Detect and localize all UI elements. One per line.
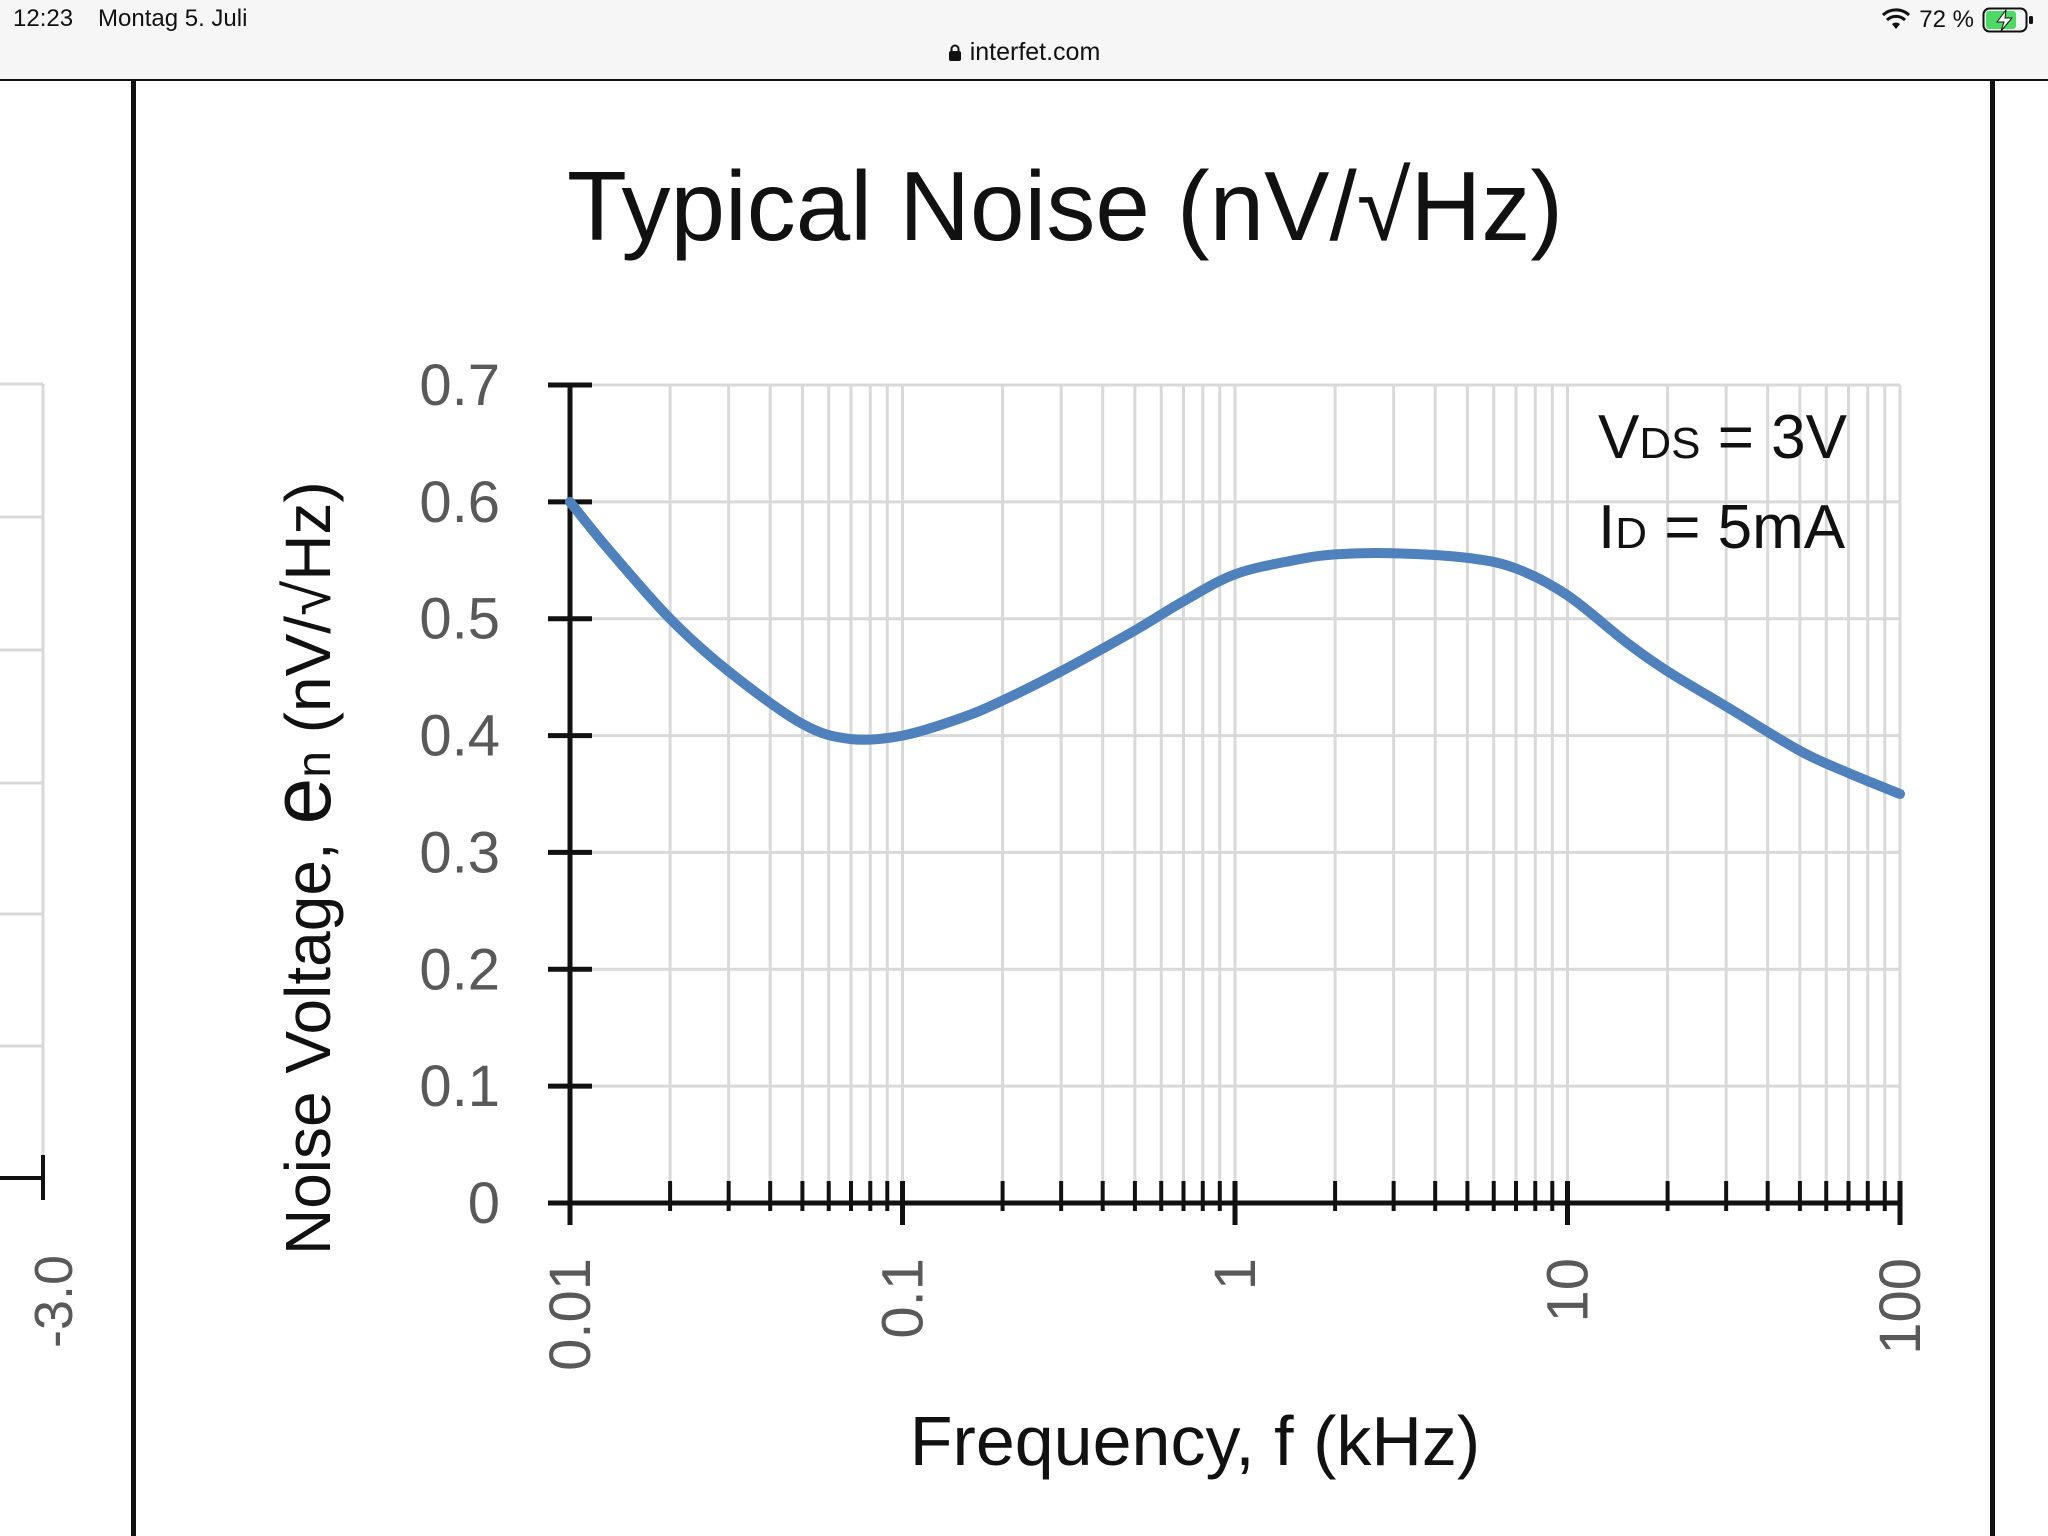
noise-curve <box>565 496 1905 799</box>
y-tick-label: 0.1 <box>419 1054 500 1119</box>
page-frame-top <box>131 79 1995 81</box>
x-tick-label: 100 <box>1868 1258 1933 1355</box>
annotation-vds-main: V <box>1598 403 1640 472</box>
left-partial-chart: -3.0 <box>0 382 84 1348</box>
annotation-id: ID = 5mA <box>1598 493 1846 562</box>
y-tick-label: 0.5 <box>419 587 500 652</box>
y-axis-label-prefix: Noise Voltage, <box>272 825 344 1256</box>
y-tick-label: 0.3 <box>419 820 500 885</box>
chart-annotations: VDS = 3V ID = 5mA <box>1598 403 1848 562</box>
battery-percent: 72 % <box>1919 6 1974 33</box>
annotation-id-main: I <box>1598 493 1615 562</box>
x-tick-label: 10 <box>1536 1258 1601 1323</box>
page-frame-right <box>1990 79 1995 1536</box>
lock-icon <box>948 44 961 61</box>
y-tick-label: 0.7 <box>419 353 500 418</box>
url-text: interfet.com <box>969 38 1101 66</box>
x-axis-label: Frequency, f (kHz) <box>910 1402 1481 1480</box>
address-bar[interactable]: interfet.com <box>0 38 2048 67</box>
battery-charging-icon <box>1982 7 2033 33</box>
y-axis-label-suffix: (nV/√Hz) <box>272 481 344 751</box>
annotation-vds-rest: = 3V <box>1700 403 1847 472</box>
y-tick-label: 0 <box>468 1171 500 1236</box>
y-tick-label: 0.2 <box>419 937 500 1002</box>
status-time: 12:23 <box>13 5 74 32</box>
page-frame-left <box>131 79 136 1536</box>
annotation-vds-sub: DS <box>1639 419 1700 468</box>
chart-title: Typical Noise (nV/√Hz) <box>567 151 1563 261</box>
annotation-id-rest: = 5mA <box>1647 493 1846 562</box>
status-date: Montag 5. Juli <box>98 5 248 32</box>
y-tick-label: 0.6 <box>419 470 500 535</box>
left-partial-tick-label: -3.0 <box>24 1255 84 1348</box>
x-tick-label: 1 <box>1203 1258 1268 1290</box>
status-bar: 12:23 Montag 5. Juli 72 % interfet.com <box>0 0 2048 81</box>
chart-series <box>565 496 1905 799</box>
wifi-icon <box>1882 8 1911 29</box>
annotation-id-sub: D <box>1615 509 1647 558</box>
y-axis-label-subscript: n <box>288 751 341 778</box>
y-axis-label-symbol: e <box>254 778 348 825</box>
y-tick-label: 0.4 <box>419 704 500 769</box>
x-tick-label: 0.1 <box>871 1258 936 1339</box>
status-indicators: 72 % <box>1881 4 2034 36</box>
annotation-vds: VDS = 3V <box>1598 403 1848 472</box>
y-axis-label: Noise Voltage, en (nV/√Hz) <box>254 481 348 1255</box>
chart-axes: 0 0.1 0.2 0.3 0.4 0.5 0.6 0.7 0.01 0.1 1 10 100 <box>419 353 1933 1371</box>
x-tick-label: 0.01 <box>538 1258 603 1371</box>
